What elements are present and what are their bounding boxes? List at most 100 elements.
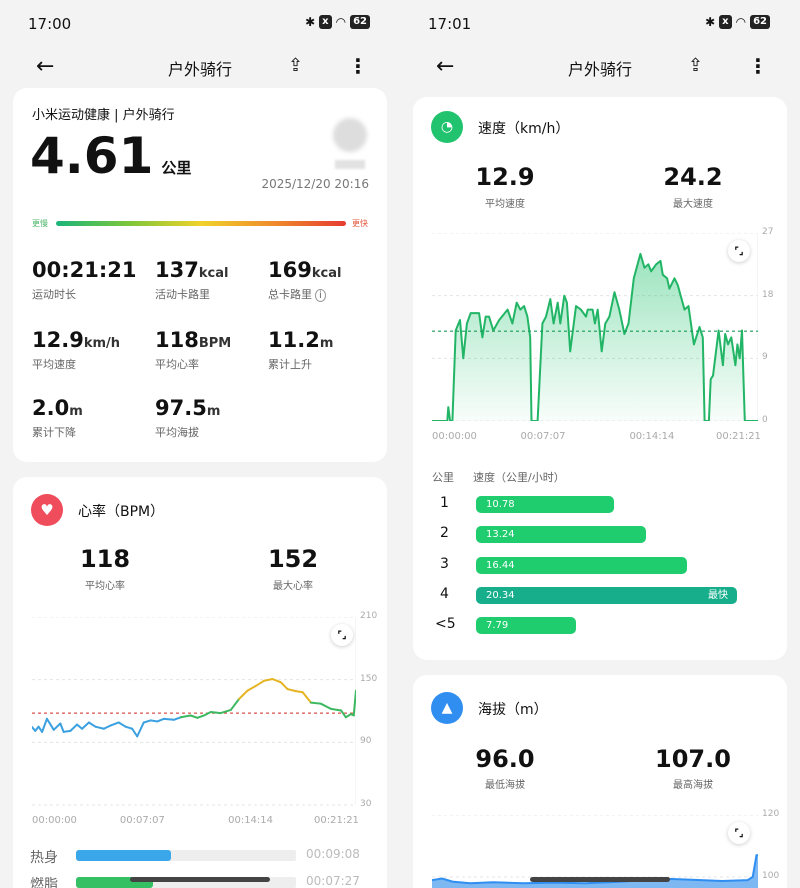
stat-label-text: 累计下降 bbox=[32, 426, 76, 439]
back-icon[interactable]: ← bbox=[436, 54, 455, 79]
y-tick-label: 27 bbox=[762, 227, 774, 237]
hr-line-segment bbox=[131, 727, 139, 738]
max-speed-label: 最大速度 bbox=[673, 199, 713, 210]
heart-icon: ♥ bbox=[31, 494, 63, 526]
y-tick-label: 90 bbox=[360, 736, 372, 747]
split-speed-bar: 16.44 bbox=[476, 556, 687, 574]
hr-line-segment bbox=[329, 707, 343, 712]
fastest-badge: 最快 bbox=[708, 589, 728, 601]
x-tick-label: 00:00:00 bbox=[32, 815, 77, 826]
max-speed-value: 24.2 bbox=[663, 163, 723, 191]
hr-line-segment bbox=[117, 721, 127, 728]
hr-line-segment bbox=[238, 689, 249, 700]
sim-icon: x bbox=[719, 15, 732, 29]
stat-label: 累计上升 bbox=[268, 356, 312, 372]
scale-slow-label: 更慢 bbox=[32, 219, 48, 228]
hr-line-segment bbox=[172, 716, 182, 721]
x-tick-label: 00:14:14 bbox=[629, 431, 675, 442]
max-altitude-label: 最高海拔 bbox=[673, 780, 713, 791]
hr-line-segment bbox=[76, 723, 84, 730]
info-icon[interactable]: i bbox=[315, 289, 326, 302]
stat-unit: BPM bbox=[198, 336, 232, 351]
stat-value: 2.0m bbox=[32, 396, 83, 420]
username-blurred bbox=[335, 160, 365, 169]
hr-line-segment bbox=[309, 701, 322, 705]
x-tick-label: 00:07:07 bbox=[520, 431, 566, 442]
zone-bar-track bbox=[76, 850, 296, 861]
battery-icon: 62 bbox=[350, 15, 370, 29]
stat-unit: m bbox=[319, 336, 334, 351]
x-tick-label: 00:00:00 bbox=[432, 431, 477, 442]
status-icons: ✱ x ◠ 62 bbox=[705, 15, 770, 29]
hr-line-segment bbox=[229, 697, 241, 711]
battery-icon: 62 bbox=[750, 15, 770, 29]
split-km: 4 bbox=[440, 585, 449, 602]
stat-label: 运动时长 bbox=[32, 286, 76, 302]
distance-value: 4.61 bbox=[30, 127, 154, 185]
pace-gradient-bar bbox=[56, 221, 346, 226]
y-tick-label: 9 bbox=[762, 352, 768, 363]
split-speed-bar: 13.24 bbox=[476, 526, 646, 544]
wifi-icon: ◠ bbox=[335, 15, 347, 29]
avg-speed-label: 平均速度 bbox=[485, 199, 525, 210]
heart-rate-card: ♥ 心率（BPM） 118 平均心率 152 最大心率 210 150 90 30 00… bbox=[13, 477, 387, 888]
stat-label-text: 累计上升 bbox=[268, 358, 312, 371]
zone-bar-fill bbox=[76, 850, 171, 861]
expand-chart-icon[interactable]: ⌜⌟ bbox=[728, 822, 750, 844]
hr-line-segment bbox=[45, 717, 55, 731]
stat-value: 97.5m bbox=[155, 396, 220, 420]
stat-label: 活动卡路里 bbox=[155, 286, 210, 302]
status-time: 17:01 bbox=[428, 15, 472, 33]
heart-title: 心率（BPM） bbox=[78, 504, 165, 520]
workout-datetime: 2025/12/20 20:16 bbox=[261, 177, 369, 191]
stat-number: 00:21:21 bbox=[32, 258, 137, 282]
stat-unit: kcal bbox=[198, 266, 229, 281]
stat-number: 12.9 bbox=[32, 328, 84, 352]
speed-card: ◔ 速度（km/h） 12.9 平均速度 24.2 最大速度 27 18 9 0 00:… bbox=[413, 97, 787, 660]
hr-line-segment bbox=[254, 679, 266, 687]
home-indicator[interactable] bbox=[130, 877, 270, 882]
back-icon[interactable]: ← bbox=[36, 54, 55, 79]
hr-line-segment bbox=[219, 708, 232, 715]
stat-number: 2.0 bbox=[32, 396, 70, 420]
stat-value: 11.2m bbox=[268, 328, 333, 352]
expand-chart-icon[interactable]: ⌜⌟ bbox=[728, 240, 750, 262]
stat-unit: kcal bbox=[311, 266, 342, 281]
left-screen: 17:00 ✱ x ◠ 62 ← 户外骑行 ⇪ ⋮ 小米运动健康 | 户外骑行 … bbox=[13, 15, 387, 888]
zone-bar-fill bbox=[76, 877, 153, 888]
avatar[interactable] bbox=[333, 118, 367, 152]
hr-line-segment bbox=[62, 729, 72, 733]
y-tick-label: 120 bbox=[762, 809, 780, 819]
expand-chart-icon[interactable]: ⌜⌟ bbox=[331, 624, 353, 646]
hr-line-segment bbox=[163, 717, 175, 721]
hr-line-segment bbox=[81, 721, 90, 730]
speedometer-icon: ◔ bbox=[431, 111, 463, 143]
y-tick-label: 0 bbox=[762, 415, 768, 425]
more-icon[interactable]: ⋮ bbox=[748, 54, 768, 78]
zone-time: 00:07:27 bbox=[306, 874, 360, 888]
split-speed-value: 20.34 bbox=[486, 589, 515, 601]
status-time: 17:00 bbox=[28, 15, 72, 33]
hr-line-segment bbox=[202, 711, 212, 717]
share-icon[interactable]: ⇪ bbox=[288, 55, 304, 76]
speed-line bbox=[432, 252, 758, 421]
stat-label-text: 运动时长 bbox=[32, 288, 76, 301]
hr-line-segment bbox=[352, 689, 356, 717]
more-icon[interactable]: ⋮ bbox=[348, 54, 368, 78]
distance-row: 4.61 公里 bbox=[30, 126, 191, 186]
hr-line-segment bbox=[109, 721, 120, 727]
home-indicator[interactable] bbox=[530, 877, 670, 882]
stat-label: 总卡路里 i bbox=[268, 286, 326, 302]
zone-label: 燃脂 bbox=[30, 877, 58, 888]
split-km: 3 bbox=[440, 555, 449, 572]
hr-line-segment bbox=[263, 678, 274, 682]
speed-area bbox=[432, 253, 758, 421]
stat-label-text: 平均速度 bbox=[32, 358, 76, 371]
stat-number: 169 bbox=[268, 258, 312, 282]
share-icon[interactable]: ⇪ bbox=[688, 55, 704, 76]
stat-number: 11.2 bbox=[268, 328, 320, 352]
stat-label-text: 平均心率 bbox=[155, 358, 199, 371]
split-speed-value: 10.78 bbox=[486, 499, 515, 510]
hr-line-segment bbox=[69, 723, 79, 732]
sim-icon: x bbox=[319, 15, 332, 29]
